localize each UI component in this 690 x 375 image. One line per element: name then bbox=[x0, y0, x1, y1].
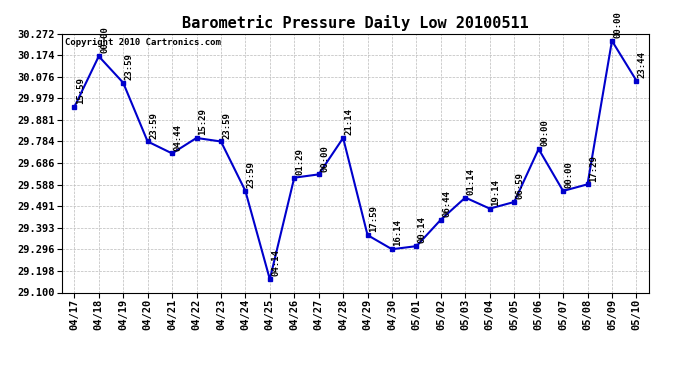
Text: 00:00: 00:00 bbox=[100, 27, 109, 54]
Text: 23:59: 23:59 bbox=[125, 53, 134, 80]
Text: 00:00: 00:00 bbox=[540, 119, 549, 146]
Text: 17:29: 17:29 bbox=[589, 154, 598, 182]
Text: 00:14: 00:14 bbox=[418, 216, 427, 243]
Text: 17:59: 17:59 bbox=[369, 206, 378, 232]
Text: 00:00: 00:00 bbox=[564, 161, 573, 188]
Text: 21:14: 21:14 bbox=[344, 108, 353, 135]
Text: 04:14: 04:14 bbox=[271, 250, 280, 276]
Title: Barometric Pressure Daily Low 20100511: Barometric Pressure Daily Low 20100511 bbox=[182, 15, 529, 31]
Text: 23:59: 23:59 bbox=[222, 112, 231, 139]
Text: 23:59: 23:59 bbox=[247, 161, 256, 188]
Text: 15:59: 15:59 bbox=[76, 77, 85, 104]
Text: Copyright 2010 Cartronics.com: Copyright 2010 Cartronics.com bbox=[65, 38, 221, 46]
Text: 16:14: 16:14 bbox=[393, 220, 402, 246]
Text: 15:29: 15:29 bbox=[198, 108, 207, 135]
Text: 00:00: 00:00 bbox=[613, 11, 622, 38]
Text: 23:59: 23:59 bbox=[149, 112, 158, 139]
Text: 00:00: 00:00 bbox=[320, 145, 329, 172]
Text: 01:14: 01:14 bbox=[466, 168, 475, 195]
Text: 04:44: 04:44 bbox=[173, 124, 182, 151]
Text: 23:44: 23:44 bbox=[638, 51, 647, 78]
Text: 19:14: 19:14 bbox=[491, 179, 500, 206]
Text: 06:59: 06:59 bbox=[515, 172, 524, 199]
Text: 01:29: 01:29 bbox=[295, 148, 305, 175]
Text: 06:44: 06:44 bbox=[442, 190, 451, 217]
